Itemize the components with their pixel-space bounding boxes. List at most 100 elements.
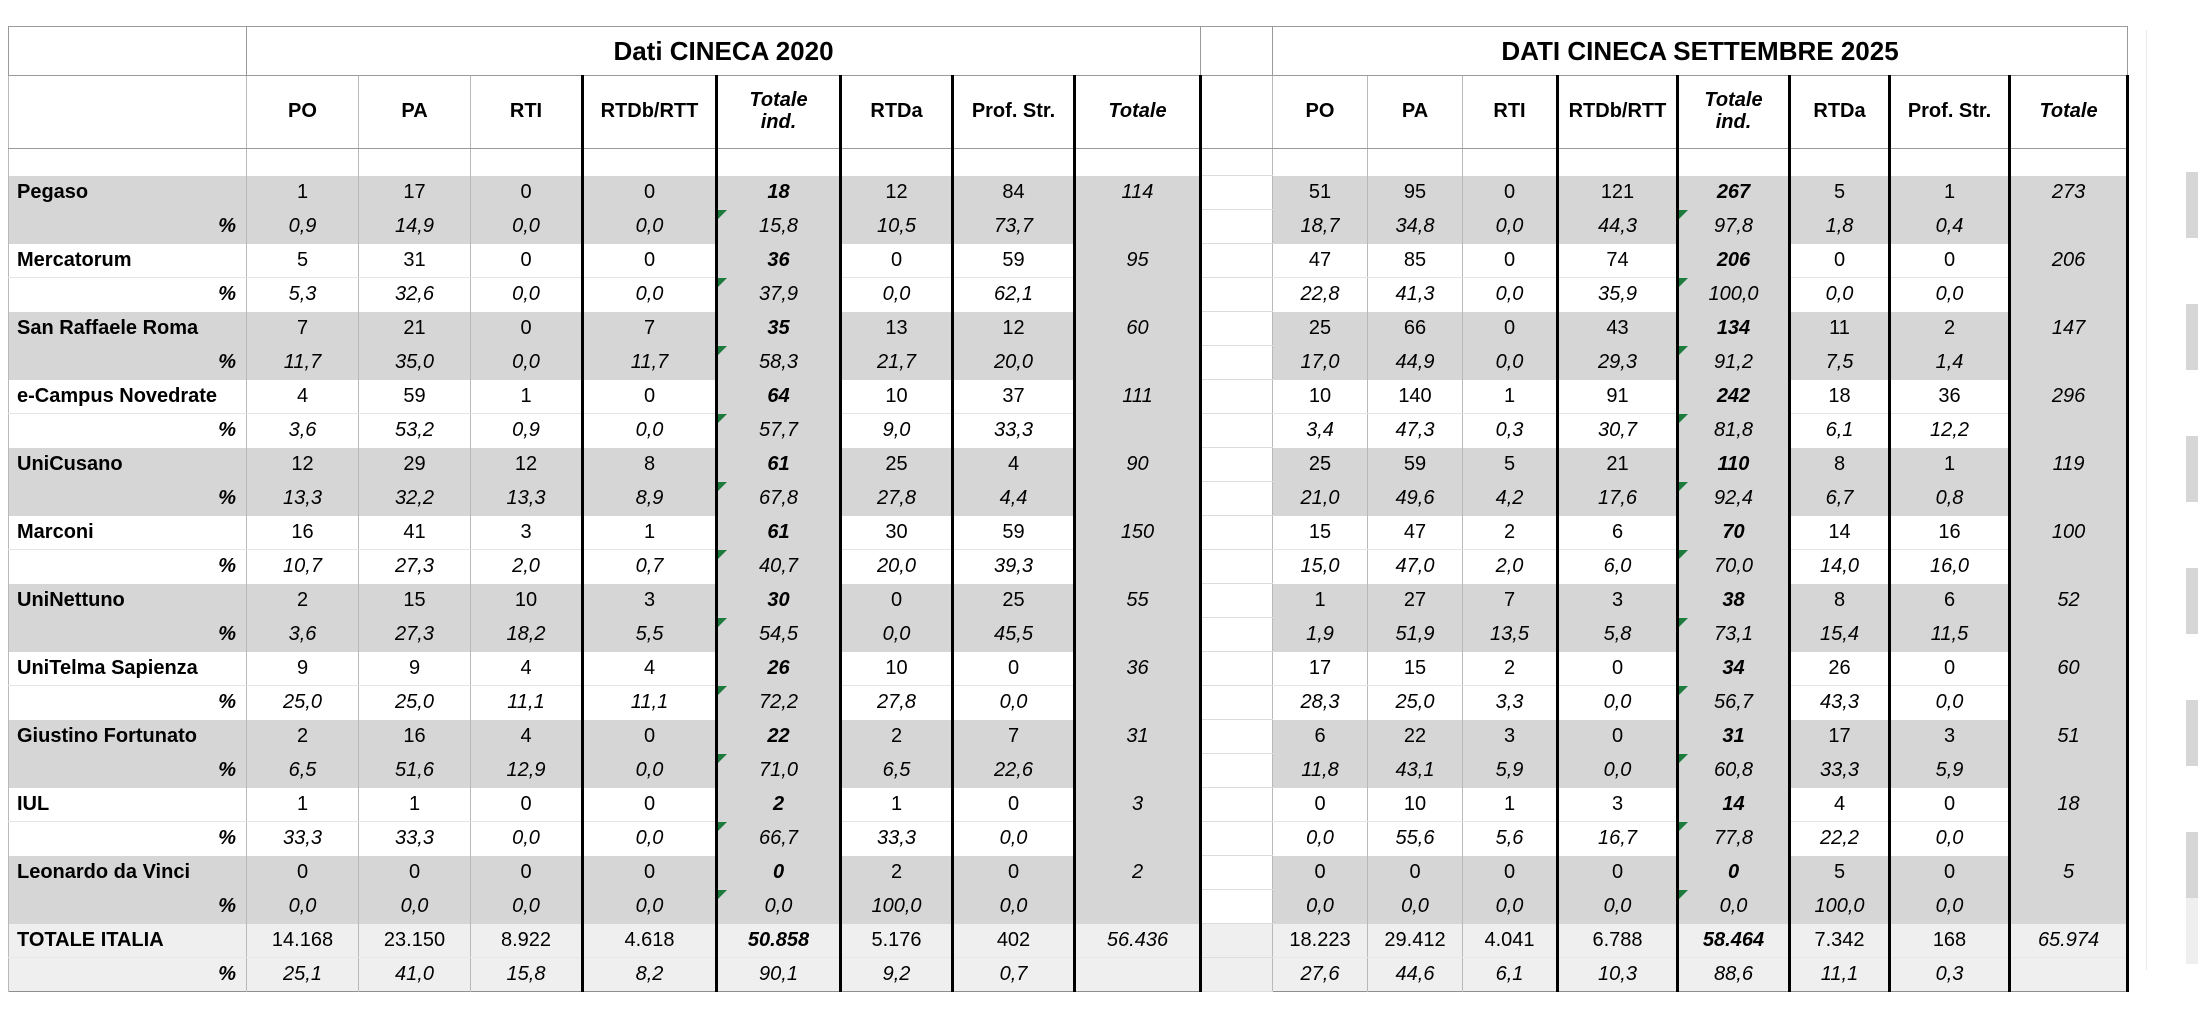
edge-band-segment <box>2186 568 2198 634</box>
cell-2020-rtda-percent: 10,5 <box>839 209 953 244</box>
gap-cell <box>1200 345 1273 380</box>
cell-2025-prof-str-percent: 0,0 <box>1888 277 2010 312</box>
percent-label: % <box>8 345 247 380</box>
cell-2020-rti-percent: 0,0 <box>470 821 583 856</box>
gap-cell <box>1200 277 1273 312</box>
cell-2025-rtdb-rtt-percent: 17,6 <box>1556 481 1678 516</box>
cell-2020-totale-percent <box>1073 413 1202 448</box>
row-totale-italia-values: TOTALE ITALIA 14.168 23.150 8.922 4.618 50.85… <box>8 923 2130 958</box>
cell-2025-rtda-value: 8 <box>1788 447 1890 482</box>
cell-2020-rtdb-rtt-percent: 0,0 <box>581 413 717 448</box>
cell-2025-rtda-percent: 43,3 <box>1788 685 1890 720</box>
cell-2025-totale-percent <box>2007 209 2130 244</box>
row-san-raffaele-roma-percent: % 11,7 35,0 0,0 11,7 58,3 21,7 20,0 17,0 44,9 0,0 2… <box>8 345 2130 380</box>
cell-2020-totale-ind-percent: 57,7 <box>715 413 841 448</box>
cell-2020-totale-ind-value: 26 <box>715 651 841 686</box>
cell-2025-rti-percent: 0,3 <box>1462 413 1558 448</box>
cell-2025-po-value: 51 <box>1272 175 1368 210</box>
cell-2025-pa-percent: 47,3 <box>1367 413 1463 448</box>
cell-2020-totale-ind-value: 30 <box>715 583 841 618</box>
cell-2020-pa-value: 16 <box>358 719 471 754</box>
cell-2020-pa-value: 15 <box>358 583 471 618</box>
cell-2020-totale-value: 2 <box>1073 855 1202 890</box>
cell-2025-rti-value: 0 <box>1462 175 1558 210</box>
cell-2025-po-value: 25 <box>1272 447 1368 482</box>
cell-2025-prof-str-value: 1 <box>1888 175 2010 210</box>
university-name: UniCusano <box>8 447 247 482</box>
cell-2020-totale-ind-value: 61 <box>715 447 841 482</box>
cell-2025-pa-percent: 34,8 <box>1367 209 1463 244</box>
cell-2020-rtdb-rtt-percent: 8,9 <box>581 481 717 516</box>
cell-2020-rtdb-rtt-value: 0 <box>581 719 717 754</box>
percent-label: % <box>8 821 247 856</box>
cell-2025-totale-ind-percent: 92,4 <box>1676 481 1790 516</box>
percent-label: % <box>8 957 247 992</box>
cell-2025-totale-percent <box>2007 413 2130 448</box>
cell-2025-rtda-value: 26 <box>1788 651 1890 686</box>
cell-2025-totale-ind-percent: 81,8 <box>1676 413 1790 448</box>
cell-2020-po-value: 2 <box>246 719 359 754</box>
cell-2020-pa-value: 29 <box>358 447 471 482</box>
university-name: Leonardo da Vinci <box>8 855 247 890</box>
gap-cell <box>1200 923 1273 958</box>
header-corner <box>8 75 247 149</box>
cell-2020-totale-ind-percent: 72,2 <box>715 685 841 720</box>
cell-2020-pa-percent: 14,9 <box>358 209 471 244</box>
cell-2020-po-percent: 11,7 <box>246 345 359 380</box>
cell-2020-rti-percent: 15,8 <box>470 957 583 992</box>
cell-2025-po-percent: 3,4 <box>1272 413 1368 448</box>
cell-2020-rti-value: 4 <box>470 719 583 754</box>
percent-label: % <box>8 889 247 924</box>
cell-2025-totale-ind-value: 34 <box>1676 651 1790 686</box>
spacer-cell <box>2007 148 2130 176</box>
spacer-cell <box>1462 148 1558 176</box>
row-e-campus-novedrate-percent: % 3,6 53,2 0,9 0,0 57,7 9,0 33,3 3,4 47,3 0,3 30,7 8… <box>8 413 2130 448</box>
gap-cell <box>1200 413 1273 448</box>
cell-2025-prof-str-percent: 5,9 <box>1888 753 2010 788</box>
cell-2025-rtda-percent: 15,4 <box>1788 617 1890 652</box>
cell-2020-totale-value: 36 <box>1073 651 1202 686</box>
cell-2020-rtdb-rtt-value: 0 <box>581 855 717 890</box>
cell-2020-rti-percent: 12,9 <box>470 753 583 788</box>
gap-cell <box>1200 481 1273 516</box>
gap-cell <box>1200 753 1273 788</box>
cell-2025-totale-ind-percent: 0,0 <box>1676 889 1790 924</box>
cell-2025-rti-value: 5 <box>1462 447 1558 482</box>
cell-2025-totale-percent <box>2007 549 2130 584</box>
cell-2020-rtda-percent: 9,2 <box>839 957 953 992</box>
cell-2025-rtda-percent: 0,0 <box>1788 277 1890 312</box>
cell-2020-totale-value: 90 <box>1073 447 1202 482</box>
percent-label: % <box>8 549 247 584</box>
cell-2025-rtda-percent: 6,7 <box>1788 481 1890 516</box>
cell-2020-rtda-value: 13 <box>839 311 953 346</box>
spacer-cell <box>470 148 583 176</box>
cell-2025-po-percent: 1,9 <box>1272 617 1368 652</box>
cell-2025-totale-ind-percent: 91,2 <box>1676 345 1790 380</box>
cell-2020-rti-value: 10 <box>470 583 583 618</box>
cell-2025-prof-str-value: 6 <box>1888 583 2010 618</box>
cell-2025-totale-ind-value: 110 <box>1676 447 1790 482</box>
cell-2020-rtdb-rtt-percent: 0,0 <box>581 277 717 312</box>
cell-2025-totale-ind-value: 206 <box>1676 243 1790 278</box>
cell-2020-totale-ind-percent: 15,8 <box>715 209 841 244</box>
row-unicusano-percent: % 13,3 32,2 13,3 8,9 67,8 27,8 4,4 21,0 49,6 4,2 17… <box>8 481 2130 516</box>
cell-2020-rtda-percent: 9,0 <box>839 413 953 448</box>
gap-cell <box>1200 549 1273 584</box>
cell-2025-pa-percent: 25,0 <box>1367 685 1463 720</box>
cell-2025-rtda-value: 0 <box>1788 243 1890 278</box>
cell-2020-rtda-percent: 20,0 <box>839 549 953 584</box>
cell-2020-prof-str-value: 0 <box>951 787 1075 822</box>
cell-2025-prof-str-percent: 0,8 <box>1888 481 2010 516</box>
cell-2025-rti-percent: 0,0 <box>1462 345 1558 380</box>
top-margin-row <box>8 6 2127 26</box>
cell-2025-rti-percent: 0,0 <box>1462 277 1558 312</box>
cell-2020-rtdb-rtt-percent: 8,2 <box>581 957 717 992</box>
cell-2025-totale-ind-value: 31 <box>1676 719 1790 754</box>
cell-2025-rti-percent: 6,1 <box>1462 957 1558 992</box>
cell-2020-totale-percent <box>1073 753 1202 788</box>
cell-2020-totale-ind-value: 36 <box>715 243 841 278</box>
cell-2020-prof-str-value: 25 <box>951 583 1075 618</box>
cell-2025-po-percent: 11,8 <box>1272 753 1368 788</box>
cell-2020-rtda-percent: 6,5 <box>839 753 953 788</box>
edge-band-segment <box>2186 634 2198 700</box>
